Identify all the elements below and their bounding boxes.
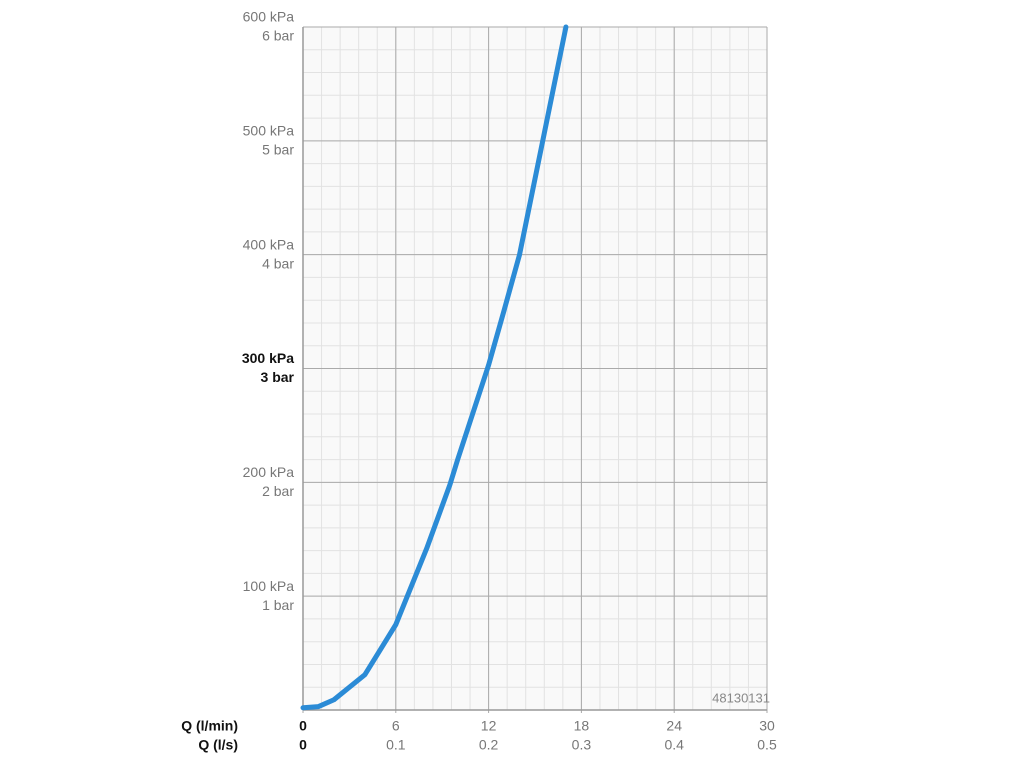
y-tick-label-bar: 1 bar (262, 597, 294, 613)
y-tick-label-bar: 6 bar (262, 28, 294, 44)
marks (300, 24, 569, 711)
x2-axis-label: Q (l/s) (198, 737, 238, 753)
x2-tick-label: 0.5 (757, 737, 777, 753)
y-tick-label-bar: 5 bar (262, 142, 294, 158)
y-tick-label-bar: 4 bar (262, 255, 294, 271)
code-annotation: 48130131 (712, 690, 770, 705)
x2-tick-label: 0 (299, 737, 307, 753)
x2-tick-label: 0.3 (572, 737, 592, 753)
x-tick-label: 6 (392, 718, 400, 734)
y-tick-label: 100 kPa (243, 578, 295, 594)
x-tick-label: 18 (574, 718, 590, 734)
y-tick-label: 600 kPa (243, 9, 295, 25)
x-tick-label: 12 (481, 718, 497, 734)
x-tick-label: 24 (666, 718, 682, 734)
x2-tick-label: 0.1 (386, 737, 406, 753)
y-tick-label-bar: 3 bar (261, 369, 295, 385)
y-tick-label: 200 kPa (243, 464, 295, 480)
y-tick-label-bar: 2 bar (262, 483, 294, 499)
series-line (300, 24, 569, 711)
x-tick-label: 0 (299, 718, 307, 734)
grid (302, 26, 768, 713)
y-tick-label: 300 kPa (242, 350, 294, 366)
y-tick-label: 400 kPa (243, 236, 295, 252)
x2-tick-label: 0.2 (479, 737, 499, 753)
x-tick-label: 30 (759, 718, 775, 734)
y-tick-label: 500 kPa (243, 123, 295, 139)
x2-tick-label: 0.4 (664, 737, 684, 753)
x-axis-label: Q (l/min) (181, 718, 238, 734)
